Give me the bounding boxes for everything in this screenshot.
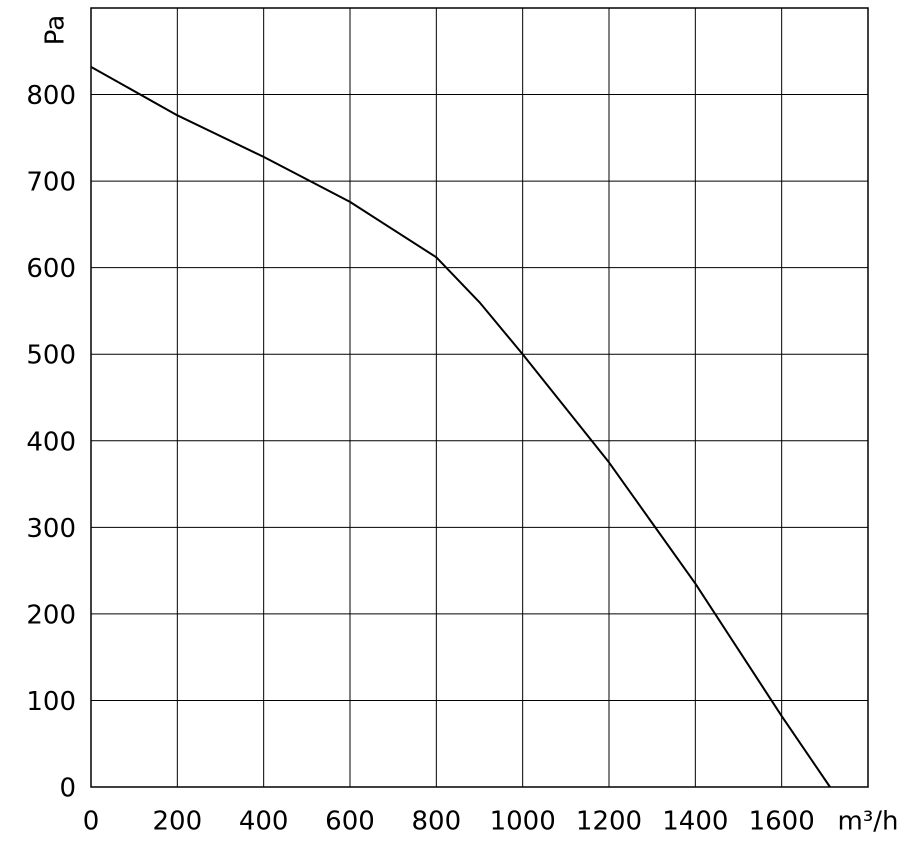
y-tick-label: 700 xyxy=(26,168,76,198)
x-tick-label: 200 xyxy=(153,807,203,837)
y-tick-label: 100 xyxy=(26,687,76,717)
y-tick-label: 200 xyxy=(26,600,76,630)
x-axis-label: m³/h xyxy=(838,807,899,837)
y-tick-label: 300 xyxy=(26,514,76,544)
x-tick-label: 600 xyxy=(325,807,375,837)
y-axis-label: Pa xyxy=(41,15,71,45)
x-tick-label: 400 xyxy=(239,807,289,837)
x-tick-label: 1200 xyxy=(576,807,642,837)
plot-border xyxy=(90,7,869,788)
y-tick-label: 400 xyxy=(26,427,76,457)
y-tick-label: 500 xyxy=(26,341,76,371)
x-tick-label: 800 xyxy=(412,807,462,837)
x-tick-label: 1400 xyxy=(662,807,728,837)
y-tick-label: 600 xyxy=(26,254,76,284)
line xyxy=(90,65,831,788)
y-tick-label: 0 xyxy=(59,774,76,804)
x-tick-label: 1000 xyxy=(490,807,556,837)
x-tick-label: 1600 xyxy=(749,807,815,837)
y-tick-label: 800 xyxy=(26,81,76,111)
x-tick-label: 0 xyxy=(83,807,100,837)
